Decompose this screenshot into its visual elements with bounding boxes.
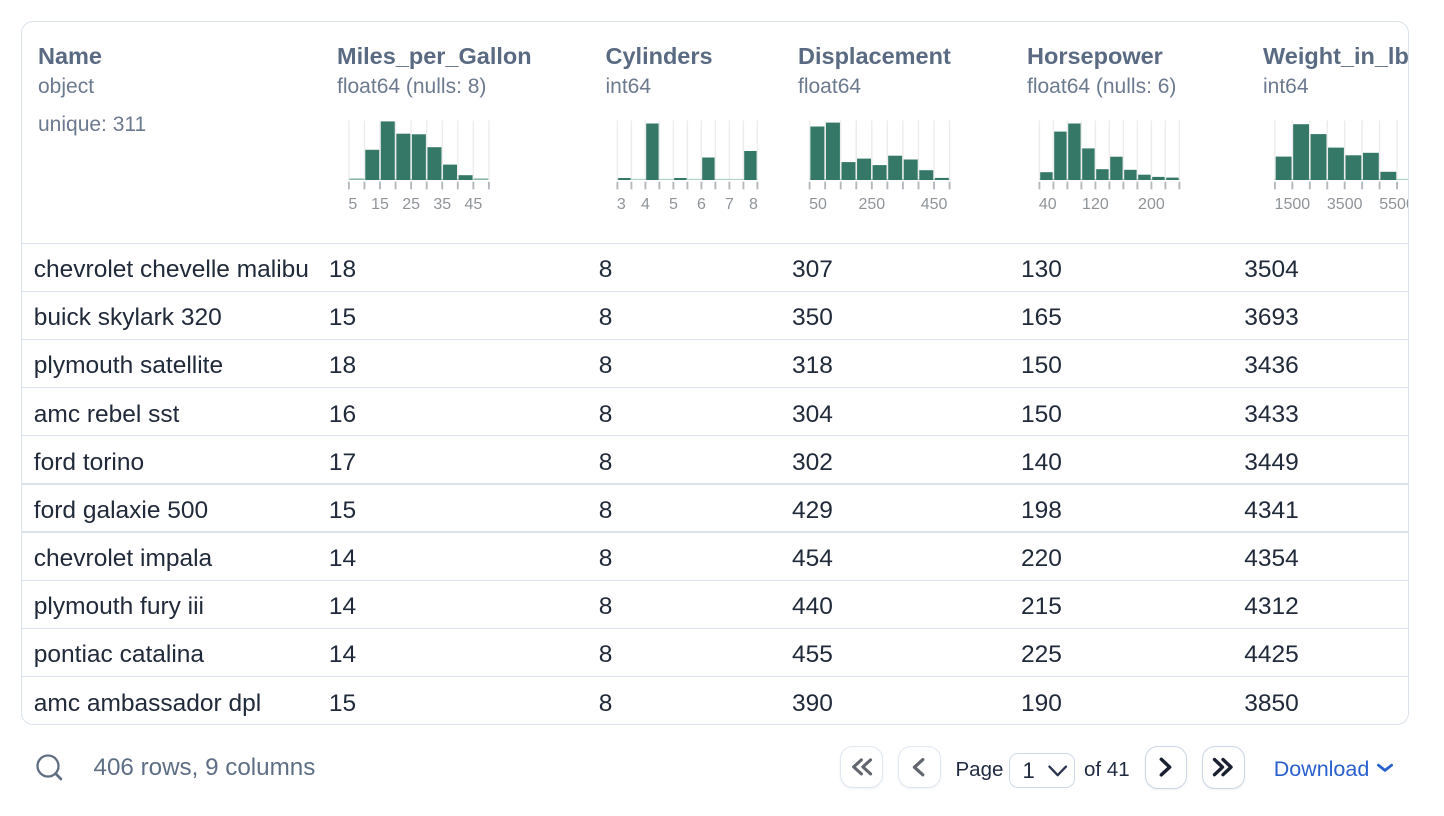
svg-text:25: 25 bbox=[402, 196, 420, 213]
svg-text:6: 6 bbox=[697, 196, 706, 213]
svg-text:5: 5 bbox=[669, 196, 678, 213]
svg-text:200: 200 bbox=[1138, 196, 1165, 213]
svg-text:7: 7 bbox=[725, 196, 734, 213]
svg-text:120: 120 bbox=[1082, 196, 1109, 213]
svg-text:5500: 5500 bbox=[1379, 196, 1409, 213]
svg-text:40: 40 bbox=[1039, 196, 1057, 213]
svg-text:45: 45 bbox=[464, 196, 482, 213]
svg-text:3500: 3500 bbox=[1327, 196, 1363, 213]
svg-text:250: 250 bbox=[858, 196, 885, 213]
svg-text:3: 3 bbox=[617, 196, 626, 213]
svg-text:35: 35 bbox=[433, 196, 451, 213]
svg-text:15: 15 bbox=[371, 196, 389, 213]
svg-text:1500: 1500 bbox=[1275, 196, 1311, 213]
svg-text:4: 4 bbox=[641, 196, 650, 213]
svg-text:50: 50 bbox=[809, 196, 827, 213]
svg-text:450: 450 bbox=[921, 196, 948, 213]
svg-text:5: 5 bbox=[348, 196, 357, 213]
svg-text:8: 8 bbox=[749, 196, 758, 213]
